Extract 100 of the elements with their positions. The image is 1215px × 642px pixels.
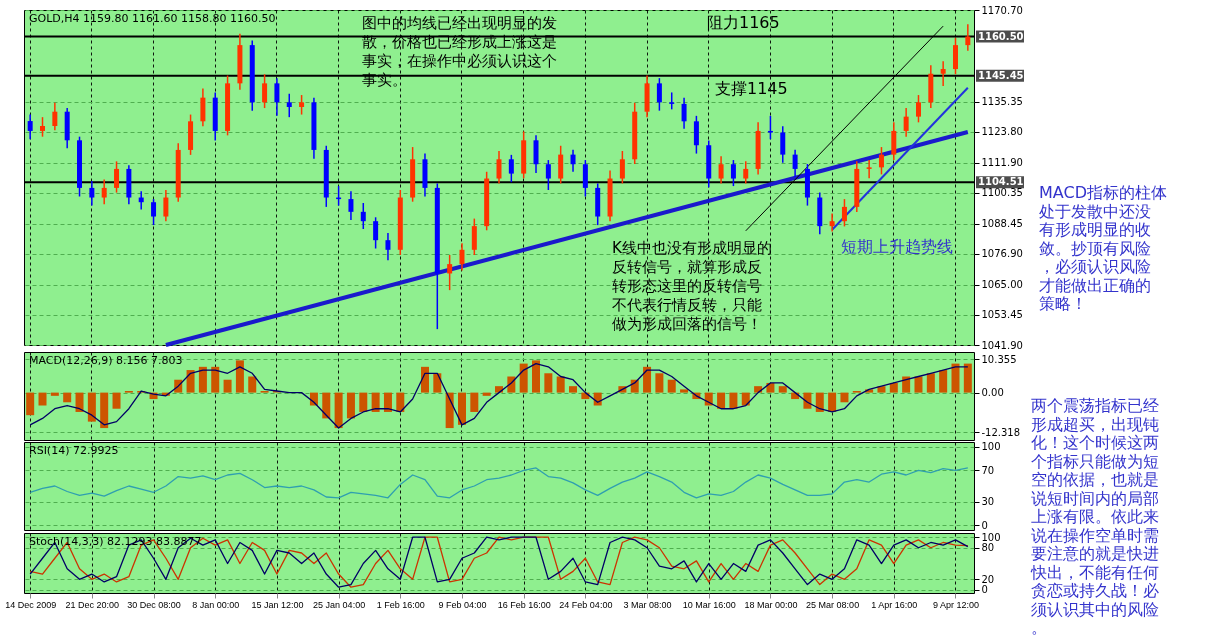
y-tick-label: 0.00 — [981, 387, 1004, 399]
bar — [717, 392, 726, 409]
bar — [889, 382, 898, 393]
annotation: 阻力1165 — [707, 13, 780, 32]
chart-title: GOLD,H4 1159.80 1161.60 1158.80 1160.50 — [29, 12, 276, 25]
candlestick — [52, 102, 58, 131]
x-tick-label: 15 Jan 12:00 — [251, 599, 304, 610]
text: MACD指标的柱体处于发散中还没有形成明显的收敛。抄顶有风险，必须认识风险才能做出正确的策略！ — [1039, 183, 1167, 313]
bar — [828, 392, 837, 412]
candlestick — [385, 232, 391, 261]
candlestick — [730, 159, 736, 187]
y-tick-label: 1170.70 — [981, 4, 1023, 16]
x-tick-label: 16 Feb 16:00 — [497, 599, 551, 610]
candlestick — [27, 113, 33, 141]
candlestick — [792, 148, 798, 178]
candlestick — [533, 134, 539, 174]
x-tick-label: 25 Jan 04:00 — [313, 599, 366, 610]
y-tick-label: 30 — [981, 496, 995, 508]
y-tick-label: 1088.45 — [981, 218, 1023, 230]
y-tick-label: 1053.45 — [981, 309, 1023, 321]
candlestick — [903, 107, 909, 138]
x-tick-label: 1 Feb 16:00 — [376, 599, 425, 610]
bar — [420, 366, 429, 393]
candlestick — [681, 96, 687, 130]
chart-title: RSI(14) 72.9925 — [29, 444, 119, 457]
candlestick — [163, 189, 169, 222]
bar — [532, 360, 541, 393]
annotation: K线中也没有形成明显的反转信号，就算形成反转形态这里的反转信号不代表行情反转，只能做为形成回落的信号！ — [612, 239, 772, 333]
bar — [334, 392, 343, 429]
bar — [939, 370, 948, 393]
candlestick — [286, 93, 292, 118]
y-tick-label: 1041.90 — [981, 339, 1023, 351]
candlestick — [360, 202, 366, 230]
x-tick-label: 21 Dec 20:00 — [65, 599, 120, 610]
candlestick — [619, 150, 625, 185]
candlestick — [471, 217, 477, 256]
candlestick — [582, 159, 588, 198]
bar — [902, 376, 911, 393]
annotation: 短期上升趋势线 — [841, 237, 953, 256]
bar — [396, 392, 405, 412]
x-tick-label: 25 Mar 08:00 — [806, 599, 860, 610]
candlestick — [262, 73, 268, 109]
candlestick — [447, 254, 453, 291]
bar — [914, 376, 923, 393]
bar — [211, 366, 220, 393]
candlestick — [878, 146, 884, 176]
candlestick — [508, 154, 514, 183]
x-tick-label: 10 Mar 16:00 — [682, 599, 736, 610]
bar — [544, 373, 553, 393]
candlestick — [866, 159, 872, 180]
ref-line-label: 1104.51 — [978, 176, 1024, 188]
bar — [963, 363, 972, 393]
ref-line-label: 1160.50 — [978, 30, 1024, 42]
bar — [569, 386, 578, 393]
x-tick-label: 18 Mar 00:00 — [744, 599, 798, 610]
y-tick-label: 80 — [981, 542, 995, 554]
bar — [951, 363, 960, 393]
bar — [445, 392, 454, 429]
y-tick-label: 100 — [981, 441, 1001, 453]
y-tick-label: 0 — [981, 519, 988, 531]
y-tick-label: 1123.80 — [981, 126, 1023, 138]
bar — [815, 392, 824, 412]
bar — [778, 386, 787, 393]
candlestick — [891, 121, 897, 161]
candlestick — [570, 148, 576, 173]
bar — [235, 360, 244, 393]
bar — [371, 392, 380, 412]
bar — [223, 379, 232, 393]
x-tick-label: 3 Mar 08:00 — [623, 599, 672, 610]
ref-line-label: 1145.45 — [978, 69, 1024, 81]
candlestick — [965, 23, 971, 52]
bar — [655, 373, 664, 393]
candlestick — [841, 198, 847, 228]
candlestick — [101, 178, 107, 206]
y-tick-label: -12.318 — [981, 426, 1021, 438]
candlestick — [952, 37, 958, 75]
y-tick-label: 20 — [981, 573, 995, 585]
y-tick-label: 1076.90 — [981, 248, 1023, 260]
candlestick — [89, 180, 95, 207]
x-tick-label: 1 Apr 16:00 — [871, 599, 918, 610]
y-tick-label: 70 — [981, 464, 995, 476]
bar — [346, 392, 355, 419]
candlestick — [718, 155, 724, 185]
bar — [100, 392, 109, 429]
bar — [87, 392, 96, 422]
candlestick — [40, 116, 46, 138]
candlestick — [545, 159, 551, 191]
candlestick — [693, 115, 699, 155]
bar — [359, 392, 368, 412]
y-tick-label: 1135.35 — [981, 96, 1023, 108]
y-tick-label: 100 — [981, 531, 1001, 543]
bar — [840, 392, 849, 403]
annotation: 支撑1145 — [715, 79, 788, 98]
bar — [75, 392, 84, 412]
bar — [482, 392, 491, 396]
candlestick — [940, 60, 946, 87]
chart-title: MACD(12,26,9) 8.156 7.803 — [29, 354, 183, 367]
x-tick-label: 9 Feb 04:00 — [438, 599, 487, 610]
y-tick-label: 1065.00 — [981, 279, 1023, 291]
bar — [186, 370, 195, 393]
